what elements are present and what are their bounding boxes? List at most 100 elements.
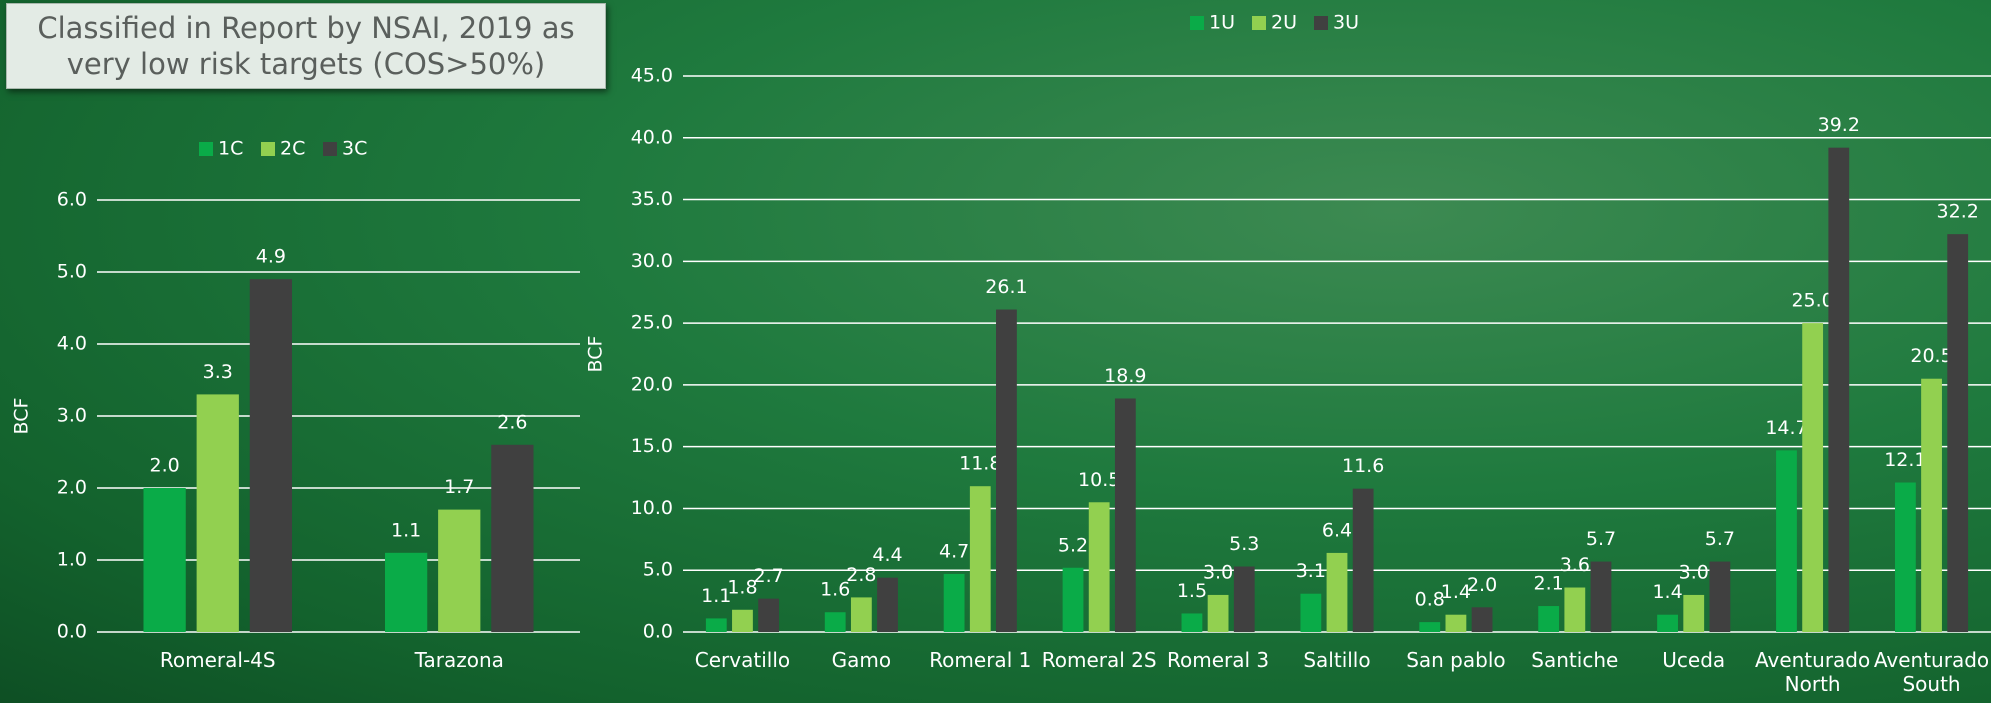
value-label: 3.3	[203, 361, 233, 383]
y-tick-label: 5.0	[643, 559, 673, 581]
value-label: 2.7	[754, 565, 784, 587]
value-label: 2.0	[150, 455, 180, 477]
x-tick-label: Romeral-4S	[97, 648, 339, 672]
value-label: 5.3	[1229, 533, 1259, 555]
value-label: 3.0	[1679, 561, 1709, 583]
value-label: 4.7	[939, 540, 969, 562]
x-tick-label: Uceda	[1634, 648, 1753, 672]
value-label: 10.5	[1078, 469, 1120, 491]
bar	[877, 578, 898, 632]
x-tick-label: Aventurado South	[1872, 648, 1991, 696]
x-tick-label: Aventurado North	[1753, 648, 1872, 696]
legend-label: 2U	[1271, 12, 1297, 34]
x-tick-label: Romeral 3	[1159, 648, 1278, 672]
bar	[706, 618, 727, 632]
value-label: 25.0	[1791, 290, 1833, 312]
value-label: 20.5	[1910, 345, 1952, 367]
value-label: 5.7	[1586, 528, 1616, 550]
bar	[1089, 502, 1110, 632]
y-tick-label: 2.0	[57, 477, 87, 499]
bar	[1776, 450, 1797, 632]
value-label: 3.0	[1203, 561, 1233, 583]
bar	[1300, 594, 1321, 632]
bar	[491, 445, 533, 632]
bar	[1683, 595, 1704, 632]
value-label: 26.1	[985, 276, 1027, 298]
value-label: 39.2	[1818, 114, 1860, 136]
legend-swatch	[261, 142, 275, 156]
bar	[1115, 398, 1136, 632]
bar	[1234, 567, 1255, 632]
y-tick-label: 30.0	[631, 250, 673, 272]
y-tick-label: 6.0	[57, 189, 87, 211]
bar	[1538, 606, 1559, 632]
legend-label: 3C	[342, 138, 367, 160]
x-tick-label: Gamo	[802, 648, 921, 672]
value-label: 2.0	[1467, 574, 1497, 596]
y-tick-label: 3.0	[57, 405, 87, 427]
bar	[197, 394, 239, 632]
value-label: 32.2	[1937, 201, 1979, 223]
value-label: 14.7	[1765, 417, 1807, 439]
value-label: 3.6	[1560, 554, 1590, 576]
value-label: 12.1	[1884, 449, 1926, 471]
legend-swatch	[1190, 16, 1204, 30]
x-tick-label: Romeral 2S	[1040, 648, 1159, 672]
y-axis-label: BCF	[585, 336, 607, 373]
legend-swatch	[1252, 16, 1266, 30]
bar	[996, 310, 1017, 632]
y-tick-label: 15.0	[631, 435, 673, 457]
legend-label: 3U	[1333, 12, 1359, 34]
bar	[1182, 613, 1203, 632]
value-label: 11.8	[959, 453, 1001, 475]
value-label: 1.7	[444, 476, 474, 498]
legend-label: 1U	[1209, 12, 1235, 34]
bar	[1802, 323, 1823, 632]
bar	[1327, 553, 1348, 632]
bar	[1419, 622, 1440, 632]
y-tick-label: 10.0	[631, 497, 673, 519]
y-tick-label: 25.0	[631, 312, 673, 334]
y-tick-label: 35.0	[631, 188, 673, 210]
value-label: 1.1	[391, 519, 421, 541]
x-tick-label: San pablo	[1396, 648, 1515, 672]
value-label: 4.4	[872, 544, 902, 566]
bar	[250, 279, 292, 632]
value-label: 5.7	[1705, 528, 1735, 550]
bar	[1446, 615, 1467, 632]
value-label: 18.9	[1104, 365, 1146, 387]
bar	[851, 597, 872, 632]
bar	[1709, 562, 1730, 632]
x-tick-label: Saltillo	[1278, 648, 1397, 672]
legend-swatch	[323, 142, 337, 156]
bar	[758, 599, 779, 632]
legend-label: 1C	[218, 138, 243, 160]
legend-swatch	[1314, 16, 1328, 30]
value-label: 1.4	[1652, 581, 1682, 603]
value-label: 3.1	[1296, 560, 1326, 582]
value-label: 4.9	[256, 246, 286, 268]
bar	[438, 510, 480, 632]
x-tick-label: Santiche	[1515, 648, 1634, 672]
x-tick-label: Cervatillo	[683, 648, 802, 672]
charts: 0.01.02.03.04.05.06.0BCF1C2C3C2.03.34.91…	[0, 0, 1991, 703]
bar	[1828, 148, 1849, 632]
bar	[1472, 607, 1493, 632]
bar	[1564, 588, 1585, 632]
y-tick-label: 5.0	[57, 261, 87, 283]
bar	[1657, 615, 1678, 632]
bar	[143, 488, 185, 632]
y-tick-label: 0.0	[643, 621, 673, 643]
bar	[970, 486, 991, 632]
bar	[825, 612, 846, 632]
bar	[1921, 379, 1942, 632]
legend-swatch	[199, 142, 213, 156]
bar	[732, 610, 753, 632]
y-tick-label: 40.0	[631, 126, 673, 148]
bar	[1895, 482, 1916, 632]
bar	[1063, 568, 1084, 632]
bar	[1208, 595, 1229, 632]
y-tick-label: 1.0	[57, 549, 87, 571]
y-tick-label: 0.0	[57, 621, 87, 643]
x-tick-label: Tarazona	[339, 648, 581, 672]
